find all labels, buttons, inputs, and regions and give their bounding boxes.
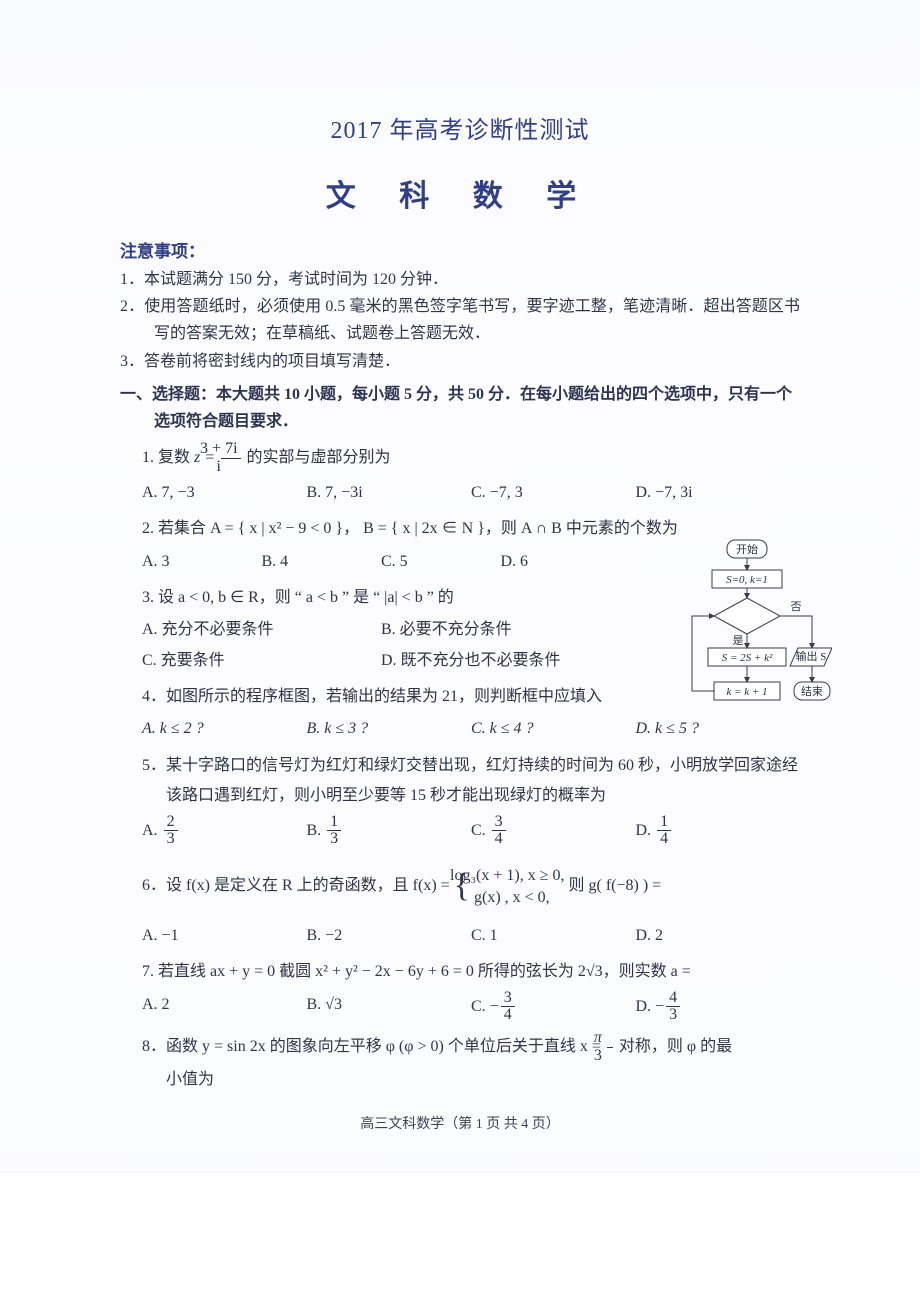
q8-stem-a: 8．函数 y = sin 2x 的图象向左平移 φ (φ > 0) 个单位后关于… — [142, 1038, 605, 1055]
page-footer: 高三文科数学（第 1 页 共 4 页） — [120, 1113, 800, 1133]
notice-1: 1．本试题满分 150 分，考试时间为 120 分钟． — [120, 266, 800, 293]
flowchart: 开始 S=0, k=1 S = 2S + k² k = k + 1 输出 S 结… — [662, 536, 832, 756]
notice-heading: 注意事项： — [120, 237, 800, 262]
notice-2: 2．使用答题纸时，必须使用 0.5 毫米的黑色签字笔书写，要字迹工整，笔迹清晰．… — [120, 293, 800, 347]
q1-stem-suffix: 的实部与虚部分别为 — [247, 449, 391, 466]
q7-opt-a: A. 2 — [142, 990, 307, 1025]
q2-opt-a: A. 3 — [142, 547, 262, 577]
q5-stem: 5．某十字路口的信号灯为红灯和绿灯交替出现，红灯持续的时间为 60 秒，小明放学… — [142, 751, 800, 812]
q6-opt-b: B. −2 — [307, 921, 472, 951]
q3-stem: 3. 设 a < 0, b ∈ R，则 “ a < b ” 是 “ |a| < … — [142, 589, 454, 606]
fc-no: 否 — [791, 601, 802, 613]
q4-opt-c: C. k ≤ 4 ? — [471, 714, 636, 744]
q5-d-d: 4 — [657, 831, 671, 848]
q7-stem: 7. 若直线 ax + y = 0 截圆 x² + y² − 2x − 6y +… — [142, 963, 691, 980]
q5-a-d: 3 — [164, 831, 178, 848]
q3-opt-a: A. 充分不必要条件 — [142, 615, 381, 645]
q3-opt-c: C. 充要条件 — [142, 646, 381, 676]
fc-start: 开始 — [736, 542, 758, 556]
q5-opt-a: A. 23 — [142, 814, 307, 849]
q1-opt-d: D. −7, 3i — [636, 478, 801, 508]
q1-stem-prefix: 1. 复数 — [142, 449, 194, 466]
fc-yes: 是 — [733, 634, 744, 647]
q5-c-n: 3 — [492, 814, 506, 832]
q4-opt-b: B. k ≤ 3 ? — [307, 714, 472, 744]
q5-a-n: 2 — [164, 814, 178, 832]
question-4: 4．如图所示的程序框图，若输出的结果为 21，则判断框中应填入 — [142, 682, 620, 712]
q2-stem: 2. 若集合 A = { x | x² − 9 < 0 }， B = { x |… — [142, 520, 678, 537]
q5-opt-d: D. 14 — [636, 814, 801, 849]
fc-end: 结束 — [801, 685, 823, 698]
q5-opt-b: B. 13 — [307, 814, 472, 849]
q1-opt-c: C. −7, 3 — [471, 478, 636, 508]
question-3: 3. 设 a < 0, b ∈ R，则 “ a < b ” 是 “ |a| < … — [142, 583, 620, 613]
q7-opt-c: C. −34 — [471, 990, 636, 1025]
fc-init: S=0, k=1 — [726, 574, 768, 586]
fc-proc2: k = k + 1 — [726, 686, 767, 698]
question-1: 1. 复数 z = 3 + 7i i 的实部与虚部分别为 — [142, 441, 800, 476]
q7-opt-d: D. −43 — [636, 990, 801, 1025]
q7-c-n: 3 — [501, 990, 515, 1008]
fc-proc1: S = 2S + k² — [722, 652, 773, 664]
q6-opt-a: A. −1 — [142, 921, 307, 951]
q7-d-n: 4 — [666, 990, 680, 1008]
q6-opt-d: D. 2 — [636, 921, 801, 951]
q7-c-prefix: C. − — [471, 998, 499, 1015]
q1-opt-a: A. 7, −3 — [142, 478, 307, 508]
q6-options: A. −1 B. −2 C. 1 D. 2 — [142, 921, 800, 951]
q7-d-d: 3 — [666, 1007, 680, 1024]
q5-options: A. 23 B. 13 C. 34 D. 14 — [142, 814, 800, 849]
q6-case2: g(x) , x < 0, — [474, 889, 550, 906]
question-6: 6．设 f(x) 是定义在 R 上的奇函数，且 f(x) = { log₃(x … — [142, 854, 800, 919]
q3-options: A. 充分不必要条件 B. 必要不充分条件 C. 充要条件 D. 既不充分也不必… — [142, 615, 620, 676]
question-5: 5．某十字路口的信号灯为红灯和绿灯交替出现，红灯持续的时间为 60 秒，小明放学… — [142, 751, 800, 812]
q7-c-d: 4 — [501, 1007, 515, 1024]
notice-3: 3．答卷前将密封线内的项目填写清楚． — [120, 348, 800, 375]
q5-d-n: 1 — [657, 814, 671, 832]
q5-b-d: 3 — [327, 831, 341, 848]
q5-opt-c: C. 34 — [471, 814, 636, 849]
q1-fraction: 3 + 7i i — [221, 441, 240, 476]
section-1-heading: 一、选择题：本大题共 10 小题，每小题 5 分，共 50 分．在每小题给出的四… — [120, 381, 800, 435]
q7-opt-b: B. √3 — [307, 990, 472, 1025]
question-7: 7. 若直线 ax + y = 0 截圆 x² + y² − 2x − 6y +… — [142, 957, 800, 987]
q2-options: A. 3 B. 4 C. 5 D. 6 — [142, 547, 620, 577]
question-8: 8．函数 y = sin 2x 的图象向左平移 φ (φ > 0) 个单位后关于… — [142, 1030, 800, 1095]
q1-opt-b: B. 7, −3i — [307, 478, 472, 508]
q1-denom: i — [221, 459, 240, 476]
q3-opt-d: D. 既不充分也不必要条件 — [381, 646, 620, 676]
q8-cont: 小值为 — [166, 1065, 800, 1095]
q7-options: A. 2 B. √3 C. −34 D. −43 — [142, 990, 800, 1025]
q4-opt-a: A. k ≤ 2 ? — [142, 714, 307, 744]
q6-stem-b: 则 g( f(−8) ) = — [568, 877, 661, 894]
q7-d-prefix: D. − — [636, 998, 665, 1015]
q2-opt-d: D. 6 — [501, 547, 621, 577]
q8-pi-d: 3 — [607, 1048, 613, 1065]
q2-opt-b: B. 4 — [262, 547, 382, 577]
q3-opt-b: B. 必要不充分条件 — [381, 615, 620, 645]
q6-opt-c: C. 1 — [471, 921, 636, 951]
doc-title-subject: 文 科 数 学 — [120, 171, 800, 215]
q6-stem-a: 6．设 f(x) 是定义在 R 上的奇函数，且 f(x) = — [142, 877, 454, 894]
doc-title-year: 2017 年高考诊断性测试 — [120, 110, 800, 145]
q5-b-n: 1 — [327, 814, 341, 832]
q6-case1: log₃(x + 1), x ≥ 0, — [450, 867, 564, 884]
q8-pi-n: π — [607, 1030, 613, 1048]
q1-options: A. 7, −3 B. 7, −3i C. −7, 3 D. −7, 3i — [142, 478, 800, 508]
fc-out: 输出 S — [796, 649, 827, 663]
q4-stem: 4．如图所示的程序框图，若输出的结果为 21，则判断框中应填入 — [142, 682, 620, 712]
q8-stem-b: 对称，则 φ 的最 — [619, 1038, 732, 1055]
q1-numer: 3 + 7i — [221, 441, 240, 459]
q2-opt-c: C. 5 — [381, 547, 501, 577]
q5-c-d: 4 — [492, 831, 506, 848]
